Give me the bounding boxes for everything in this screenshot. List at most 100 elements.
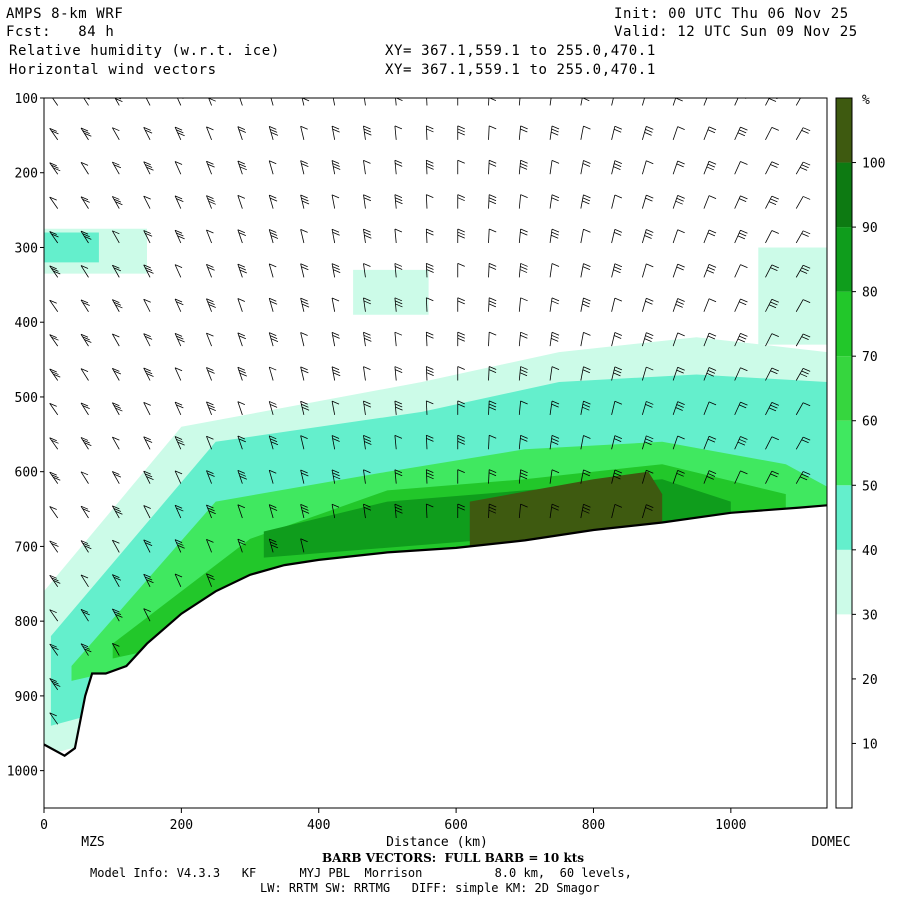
cross-section-xy-2: XY= 367.1,559.1 to 255.0,470.1 bbox=[385, 62, 656, 78]
x-tick-label: 200 bbox=[170, 818, 193, 833]
barb-feather bbox=[143, 161, 151, 166]
barb-feather bbox=[768, 304, 777, 309]
x-tick-label: 1000 bbox=[715, 818, 746, 833]
wind-barb bbox=[795, 333, 804, 347]
barb-feather bbox=[834, 94, 841, 97]
barb-feather bbox=[426, 372, 434, 377]
barb-feather bbox=[113, 508, 122, 512]
barb-feather bbox=[207, 301, 215, 305]
barb-feather bbox=[489, 194, 497, 198]
wind-barb bbox=[143, 299, 151, 312]
wind-barb bbox=[826, 173, 827, 175]
wind-barb bbox=[300, 263, 305, 278]
wind-barb bbox=[703, 470, 710, 484]
barb-feather bbox=[646, 263, 654, 268]
barb-feather bbox=[207, 369, 215, 374]
wind-barb bbox=[826, 414, 827, 415]
barb-feather bbox=[583, 435, 591, 439]
barb-feather bbox=[489, 228, 497, 233]
wind-barb bbox=[703, 195, 710, 209]
barb-feather bbox=[426, 331, 434, 336]
wind-barb bbox=[49, 643, 59, 656]
barb-feather bbox=[206, 195, 214, 199]
barb-feather bbox=[238, 92, 245, 95]
barb-feather bbox=[364, 131, 372, 136]
wind-barb bbox=[174, 367, 182, 381]
barb-feather bbox=[269, 160, 277, 165]
barb-feather bbox=[80, 540, 89, 544]
barb-feather bbox=[803, 93, 810, 96]
wind-barb bbox=[826, 448, 827, 450]
barb-feather bbox=[144, 164, 153, 168]
barb-feather bbox=[207, 266, 215, 271]
barb-feather bbox=[174, 504, 183, 509]
barb-feather bbox=[613, 128, 622, 133]
barb-feather bbox=[740, 298, 748, 303]
wind-barb bbox=[425, 332, 428, 347]
barb-feather bbox=[363, 92, 370, 95]
barb-feather bbox=[613, 369, 622, 374]
wind-barb bbox=[549, 400, 553, 415]
barb-feather bbox=[708, 401, 717, 406]
wind-barb bbox=[425, 263, 428, 278]
barb-feather bbox=[80, 230, 89, 235]
wind-barb bbox=[174, 161, 182, 175]
colorbar-swatch bbox=[836, 162, 852, 228]
barb-feather bbox=[551, 334, 559, 339]
wind-barb bbox=[112, 264, 120, 278]
barb-feather bbox=[174, 401, 183, 406]
barb-feather bbox=[802, 299, 811, 303]
wind-barb bbox=[206, 573, 212, 587]
barb-feather bbox=[770, 164, 778, 168]
barb-feather bbox=[238, 369, 246, 374]
barb-feather bbox=[613, 372, 621, 377]
wind-barb bbox=[143, 230, 151, 244]
barb-feather bbox=[677, 229, 685, 234]
wind-barb bbox=[331, 504, 336, 519]
wind-barb bbox=[488, 160, 490, 175]
barb-feather bbox=[520, 469, 528, 474]
barb-feather bbox=[269, 332, 277, 337]
wind-barb bbox=[549, 263, 553, 278]
wind-barb bbox=[80, 334, 89, 347]
barb-feather bbox=[269, 469, 277, 474]
barb-feather bbox=[206, 160, 214, 165]
wind-barb bbox=[363, 194, 366, 209]
barb-feather bbox=[395, 300, 403, 305]
wind-barb bbox=[143, 127, 151, 141]
barb-feather bbox=[614, 504, 623, 508]
barb-feather bbox=[49, 471, 57, 476]
barb-feather bbox=[394, 503, 403, 508]
barb-feather bbox=[49, 609, 57, 614]
barb-feather bbox=[583, 194, 591, 199]
wind-barb bbox=[734, 98, 739, 106]
barb-feather bbox=[146, 166, 154, 171]
barb-feather bbox=[395, 406, 403, 411]
wind-barb bbox=[641, 126, 647, 140]
barb-feather bbox=[270, 544, 279, 549]
wind-barb bbox=[174, 436, 182, 450]
barb-feather bbox=[457, 400, 465, 405]
barb-feather bbox=[519, 475, 528, 480]
barb-feather bbox=[363, 469, 371, 474]
barb-feather bbox=[558, 98, 559, 99]
barb-feather bbox=[208, 98, 216, 102]
field-wind-label: Horizontal wind vectors bbox=[9, 62, 217, 78]
wind-barb bbox=[425, 400, 428, 415]
wind-barb bbox=[143, 574, 151, 587]
barb-feather bbox=[144, 267, 153, 271]
wind-barb bbox=[80, 162, 89, 175]
barb-feather bbox=[49, 437, 57, 442]
barb-feather bbox=[82, 508, 90, 513]
end-location-label: DOMEC bbox=[811, 835, 850, 850]
barb-feather bbox=[488, 472, 497, 477]
barb-feather bbox=[582, 472, 591, 477]
barb-feather bbox=[457, 331, 465, 336]
wind-barb bbox=[611, 263, 616, 278]
barb-feather bbox=[771, 230, 779, 234]
wind-barb bbox=[734, 230, 741, 244]
barb-feather bbox=[207, 473, 215, 477]
barb-feather bbox=[614, 229, 623, 233]
wind-barb bbox=[363, 366, 366, 381]
